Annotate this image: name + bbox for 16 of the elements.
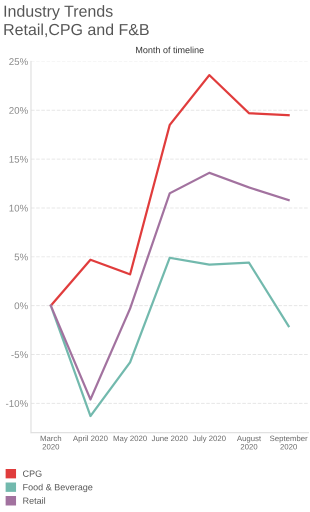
chart-title: Industry Trends Retail,CPG and F&B — [4, 5, 149, 38]
line-series — [50, 74, 290, 307]
y-tick-label: -5% — [11, 351, 28, 358]
line-series — [50, 256, 290, 418]
y-tick-label: 15% — [10, 156, 28, 163]
legend-label: Food & Beverage — [23, 484, 92, 492]
x-axis-title: Month of timeline — [136, 46, 204, 54]
y-tick-label: 0% — [14, 302, 28, 310]
y-tick-label: 10% — [10, 204, 28, 212]
y-tick-label: 5% — [14, 254, 28, 260]
legend-label: Retail — [23, 497, 46, 504]
y-tick-label: -10% — [6, 400, 28, 407]
line-series — [50, 172, 290, 401]
legend-label: CPG — [23, 470, 42, 477]
y-tick-label: 25% — [9, 58, 28, 66]
y-tick-label: 20% — [9, 107, 28, 114]
